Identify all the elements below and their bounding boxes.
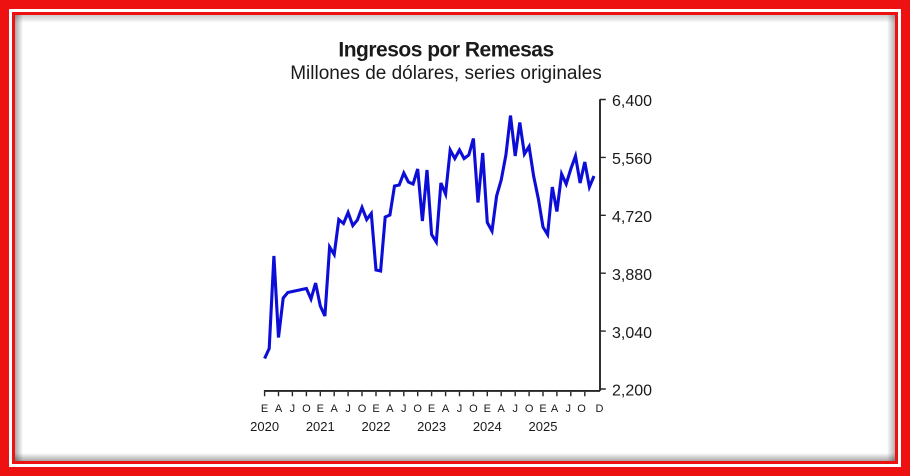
svg-text:D: D: [596, 403, 604, 415]
svg-text:E: E: [261, 403, 268, 415]
svg-text:2022: 2022: [362, 419, 391, 434]
svg-text:4,720: 4,720: [612, 209, 652, 226]
svg-text:E: E: [428, 403, 435, 415]
svg-text:A: A: [386, 403, 394, 415]
svg-text:O: O: [413, 403, 422, 415]
svg-text:J: J: [565, 403, 571, 415]
svg-text:2023: 2023: [417, 419, 446, 434]
svg-text:O: O: [577, 403, 586, 415]
svg-text:3,880: 3,880: [612, 267, 652, 284]
svg-text:J: J: [290, 403, 296, 415]
svg-text:A: A: [498, 403, 506, 415]
svg-text:E: E: [484, 403, 491, 415]
svg-text:J: J: [457, 403, 463, 415]
svg-text:E: E: [317, 403, 324, 415]
svg-text:Millones de dólares, series or: Millones de dólares, series originales: [290, 63, 602, 84]
svg-text:2,200: 2,200: [612, 383, 652, 400]
svg-text:5,560: 5,560: [612, 151, 652, 168]
svg-text:J: J: [401, 403, 407, 415]
svg-text:3,040: 3,040: [612, 325, 652, 342]
svg-text:A: A: [331, 403, 339, 415]
svg-text:Ingresos por Remesas: Ingresos por Remesas: [338, 38, 553, 61]
svg-text:2021: 2021: [306, 419, 335, 434]
svg-text:A: A: [442, 403, 450, 415]
svg-text:2024: 2024: [473, 419, 502, 434]
svg-text:A: A: [275, 403, 283, 415]
svg-text:2025: 2025: [529, 419, 558, 434]
svg-text:E: E: [539, 403, 546, 415]
svg-text:E: E: [372, 403, 379, 415]
svg-text:6,400: 6,400: [612, 93, 652, 110]
svg-text:2020: 2020: [250, 419, 279, 434]
svg-text:J: J: [512, 403, 518, 415]
svg-text:O: O: [358, 403, 367, 415]
svg-text:O: O: [525, 403, 534, 415]
svg-text:A: A: [551, 403, 559, 415]
svg-text:J: J: [345, 403, 351, 415]
svg-text:O: O: [302, 403, 311, 415]
svg-text:O: O: [469, 403, 478, 415]
